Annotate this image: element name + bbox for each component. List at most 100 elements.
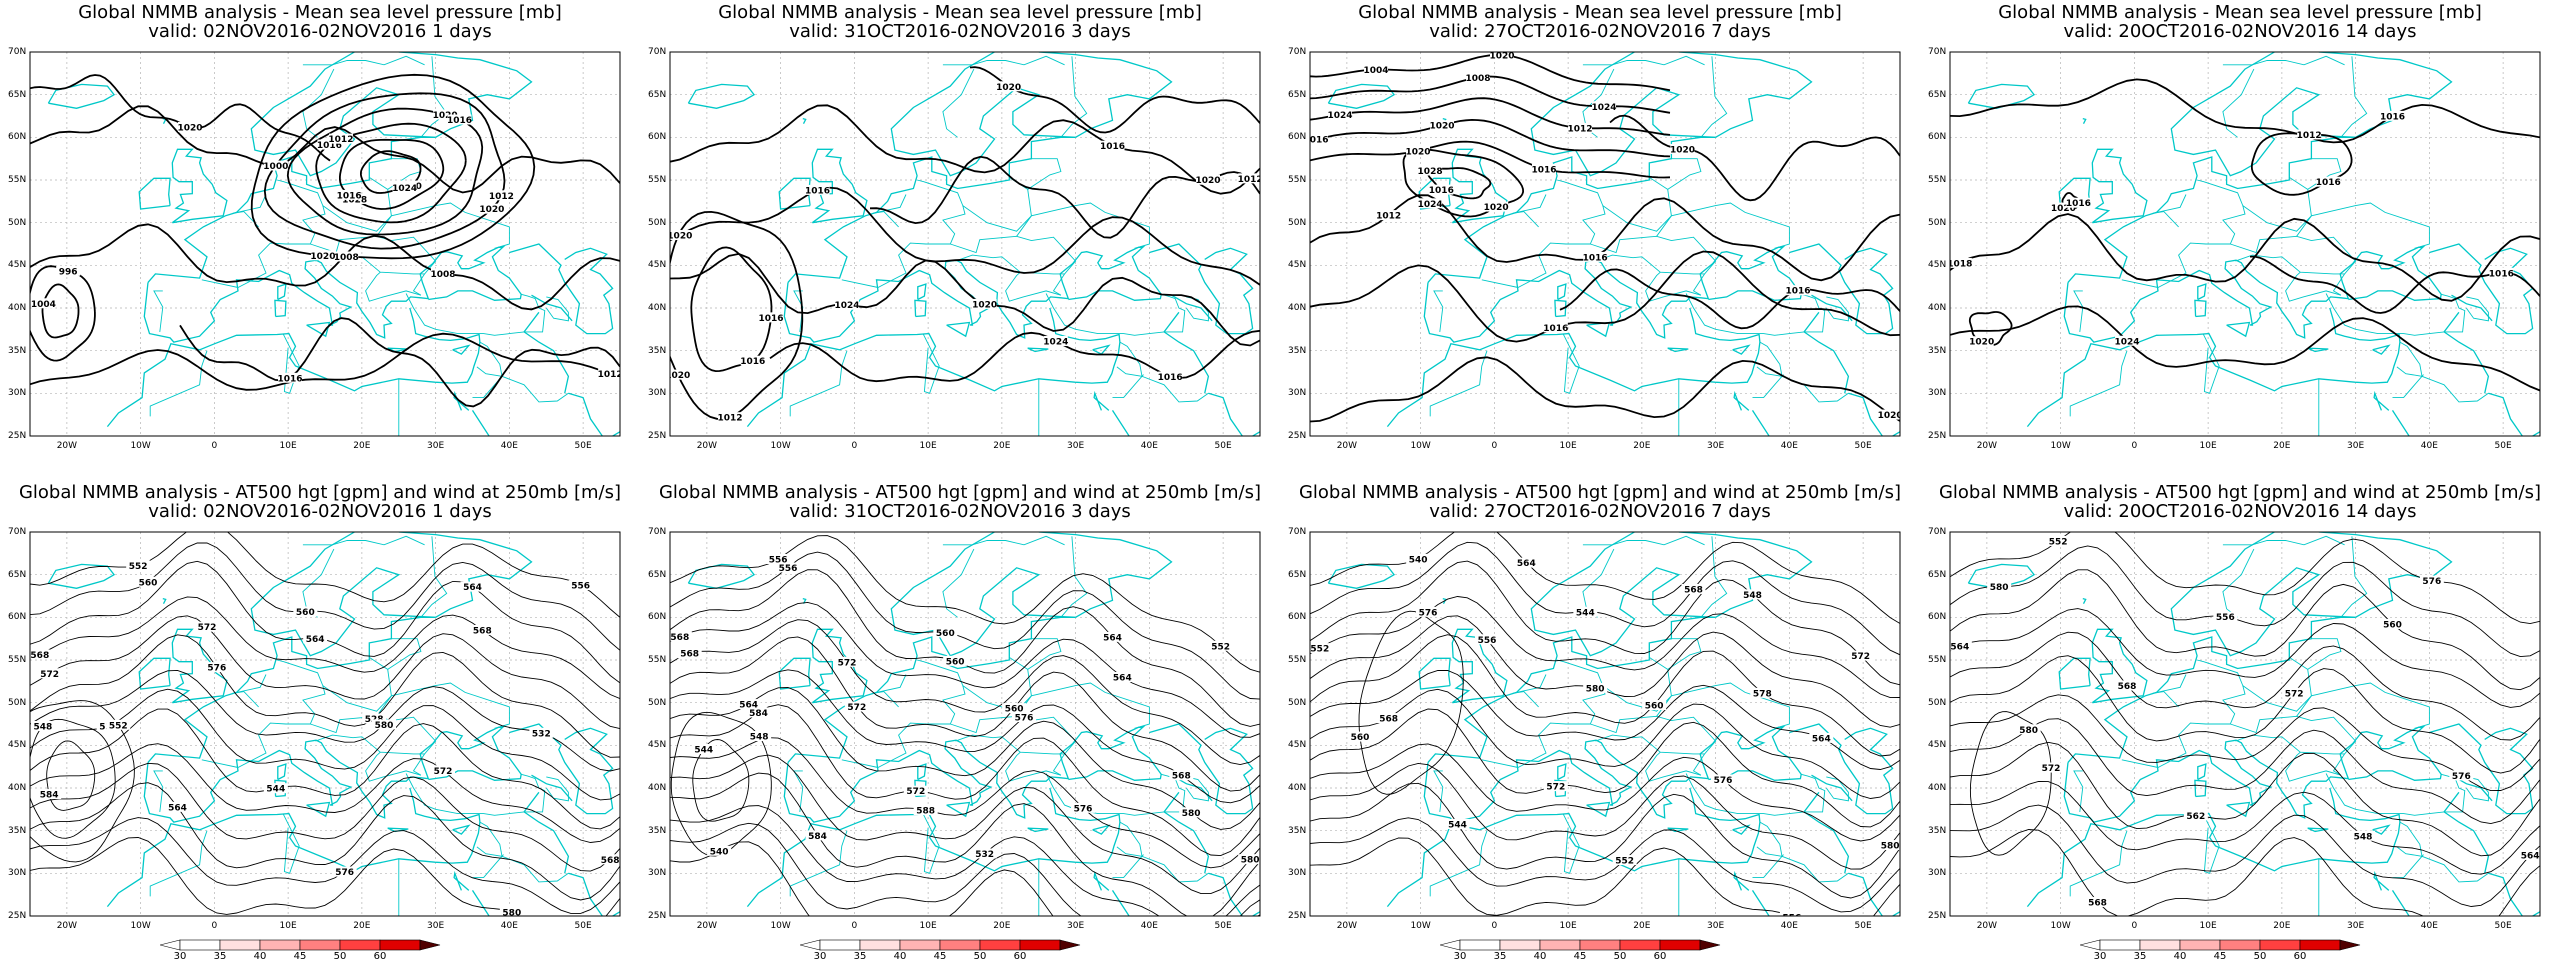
- latitude-label: 45N: [648, 260, 667, 271]
- contour-line: [1950, 829, 2540, 916]
- latitude-label: 30N: [1928, 388, 1947, 399]
- contour-label: 1016: [447, 116, 472, 126]
- coastline: [2391, 410, 2410, 436]
- country-border: [793, 770, 804, 812]
- longitude-label: 20W: [56, 441, 78, 451]
- contour-label-bg: [1848, 650, 1873, 661]
- contour-label-bg: [1179, 807, 1204, 818]
- longitude-label: 20E: [353, 921, 371, 931]
- contour-label-bg: [844, 701, 869, 712]
- contour-label: 1020: [1429, 122, 1454, 132]
- mslp-map-panel: Global NMMB analysis - Mean sea level pr…: [1920, 0, 2560, 480]
- longitude-label: 30E: [1707, 441, 1725, 451]
- coastline: [2488, 392, 2540, 436]
- contour-label-bg: [31, 298, 56, 309]
- country-border: [405, 773, 546, 816]
- coastline: [2373, 870, 2390, 891]
- contour-label-bg: [2351, 830, 2375, 841]
- contour-label-bg: [1670, 143, 1695, 154]
- contour-label: 1020: [433, 111, 458, 121]
- coastline: [453, 870, 470, 891]
- coastline: [387, 827, 409, 833]
- coastline: [306, 801, 331, 818]
- contour-label: 1012: [598, 370, 623, 380]
- coastline: [787, 52, 1076, 283]
- country-border: [282, 813, 300, 874]
- contour-label-bg: [204, 662, 229, 673]
- contour-label-bg: [126, 560, 151, 571]
- contour-label: 580: [375, 721, 394, 731]
- colorbar-label: 35: [853, 951, 867, 962]
- contour-label-bg: [1140, 935, 1164, 945]
- contour-line: [1310, 782, 1900, 899]
- contour-label: 556: [779, 564, 798, 574]
- longitude-label: 50E: [2494, 441, 2512, 451]
- longitude-label: 10W: [130, 921, 151, 931]
- longitude-label: 30E: [1707, 921, 1725, 931]
- longitude-label: 50E: [1854, 441, 1872, 451]
- latitude-label: 50N: [648, 697, 667, 708]
- coastline: [2488, 872, 2540, 916]
- country-border: [872, 194, 907, 228]
- contour-label: 1016: [1785, 287, 1810, 297]
- contour-line: [1950, 631, 2540, 741]
- contour-label: 1008: [430, 270, 455, 280]
- country-border: [2465, 776, 2489, 802]
- contour-label-bg: [30, 649, 52, 660]
- contour-label-bg: [1364, 64, 1388, 75]
- contour-label-bg: [2016, 724, 2041, 735]
- colorbar-label: 45: [293, 951, 307, 962]
- coastline: [277, 283, 287, 301]
- contour-label-bg: [489, 190, 514, 201]
- longitude-label: 40E: [1140, 441, 1158, 451]
- latitude-label: 30N: [8, 868, 27, 879]
- longitude-label: 10E: [919, 441, 937, 451]
- longitude-label: 0: [851, 921, 858, 931]
- contour-label: 568: [601, 856, 620, 866]
- longitude-label: 50E: [574, 441, 592, 451]
- country-border: [302, 55, 425, 66]
- contour-label-bg: [1573, 606, 1598, 617]
- contour-label: 568: [473, 626, 492, 636]
- coastline: [917, 763, 927, 781]
- longitude-label: 10E: [2199, 921, 2217, 931]
- longitude-label: 20W: [1336, 441, 1358, 451]
- coastline: [2026, 307, 2401, 428]
- contour-label: 584: [749, 709, 768, 719]
- coastline: [2026, 787, 2401, 908]
- latitude-label: 25N: [1288, 431, 1307, 441]
- latitude-label: 55N: [8, 655, 27, 665]
- panel-valid-period: valid: 20OCT2016-02NOV2016 14 days: [2063, 501, 2417, 522]
- country-border: [1112, 374, 1144, 399]
- contour-label: 552: [1211, 642, 1230, 652]
- coastline: [687, 563, 756, 589]
- contour-label-bg: [1740, 589, 1765, 600]
- latitude-label: 35N: [8, 825, 27, 836]
- contour-line: [1968, 311, 2013, 346]
- contour-label: 576: [2452, 772, 2471, 782]
- contour-label-bg: [165, 801, 190, 812]
- mslp-map-panel: Global NMMB analysis - Mean sea level pr…: [1280, 0, 1920, 480]
- longitude-label: 10W: [770, 441, 791, 451]
- contour-label-bg: [1310, 134, 1328, 145]
- country-border: [1060, 56, 1088, 138]
- contour-label: 1020: [1484, 203, 1509, 213]
- latitude-label: 35N: [648, 825, 667, 836]
- wind-colorbar: [2080, 939, 2361, 951]
- longitude-label: 50E: [1854, 921, 1872, 931]
- contour-label: 1016: [1583, 253, 1608, 263]
- colorbar-segment: [179, 939, 221, 951]
- contour-label-bg: [529, 727, 554, 738]
- contour-label: 1012: [1567, 124, 1592, 134]
- country-border: [2121, 179, 2246, 288]
- country-border: [1005, 271, 1062, 302]
- country-border: [232, 194, 267, 228]
- coastline: [914, 299, 927, 318]
- coastline: [1451, 628, 1508, 704]
- coastline: [2429, 243, 2534, 335]
- coastline: [2372, 824, 2391, 835]
- country-border: [1667, 158, 1702, 190]
- contour-label: 560: [139, 578, 158, 588]
- contour-label: 1024: [1327, 111, 1352, 121]
- contour-label: 1020: [996, 83, 1021, 93]
